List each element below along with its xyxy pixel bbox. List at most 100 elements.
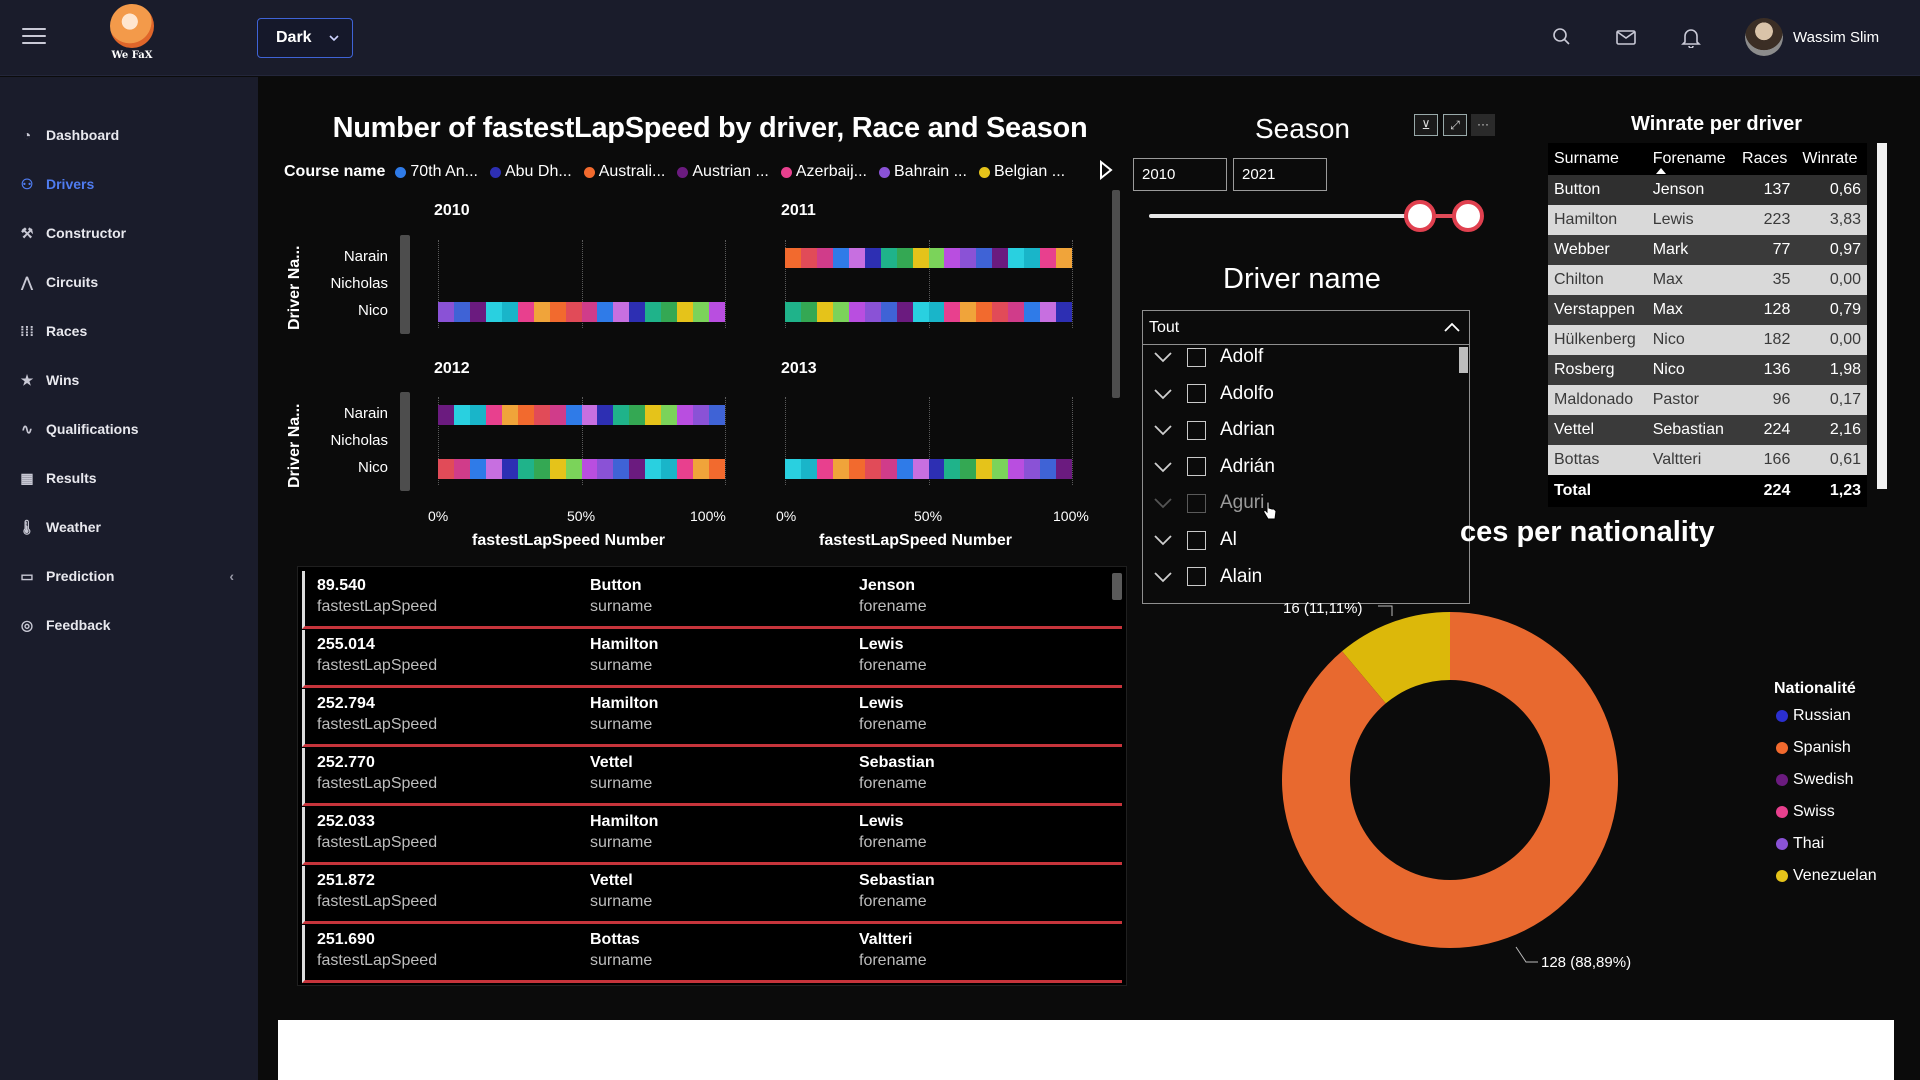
bar-segment[interactable] [485, 405, 503, 425]
nationality-legend-item[interactable]: Spanish [1776, 739, 1851, 757]
bar-segment[interactable] [785, 459, 802, 479]
bell-icon[interactable] [1680, 26, 1702, 48]
facet-scrollbar[interactable] [400, 235, 410, 334]
option-checkbox[interactable] [1187, 347, 1206, 367]
sidebar-item-wins[interactable]: ★ Wins [0, 360, 258, 400]
bar-segment[interactable] [1024, 459, 1041, 479]
bar-segment[interactable] [960, 459, 977, 479]
season-to-input[interactable]: 2021 [1233, 158, 1327, 191]
bar-segment[interactable] [912, 248, 929, 268]
bar-segment[interactable] [645, 459, 662, 479]
bar-segment[interactable] [992, 459, 1009, 479]
bar-segment[interactable] [848, 459, 866, 479]
bar-segment[interactable] [693, 302, 710, 322]
bar-segment[interactable] [501, 302, 519, 322]
bar-segment[interactable] [581, 459, 598, 479]
table-row[interactable]: Rosberg Nico 136 1,98 [1548, 355, 1867, 385]
expand-chevron-icon[interactable] [1153, 351, 1177, 363]
bar-segment[interactable] [613, 405, 630, 425]
bar-segment[interactable] [976, 248, 993, 268]
bar-segment[interactable] [645, 302, 662, 322]
season-slider-track[interactable] [1149, 214, 1464, 218]
bar-segment[interactable] [677, 459, 694, 479]
driver-option[interactable]: Adolf [1143, 339, 1459, 375]
driver-option[interactable]: Alain [1143, 559, 1459, 595]
nationality-legend-item[interactable]: Russian [1776, 707, 1851, 725]
legend-item[interactable]: Austrian ... [677, 163, 769, 181]
sidebar-item-dashboard[interactable]: ◔ Dashboard [0, 115, 258, 155]
driver-option[interactable]: Adrian [1143, 412, 1459, 448]
nationality-legend-item[interactable]: Venezuelan [1776, 867, 1877, 885]
bar-segment[interactable] [517, 405, 535, 425]
bar-segment[interactable] [928, 302, 945, 322]
user-menu[interactable]: Wassim Slim [1745, 18, 1879, 56]
bar-segment[interactable] [880, 248, 898, 268]
bar-segment[interactable] [629, 459, 646, 479]
bar-segment[interactable] [485, 459, 503, 479]
bar-segment[interactable] [533, 459, 551, 479]
search-icon[interactable] [1551, 26, 1573, 48]
bar-segment[interactable] [613, 459, 630, 479]
bar-segment[interactable] [800, 302, 818, 322]
sidebar-item-results[interactable]: ▦ Results [0, 458, 258, 498]
sidebar-item-races[interactable]: ⁞⁞⁞ Races [0, 311, 258, 351]
bar-segment[interactable] [709, 405, 726, 425]
bar-segment[interactable] [992, 302, 1009, 322]
sidebar-item-weather[interactable]: 🌡︎ Weather [0, 507, 258, 547]
facet-scrollbar[interactable] [400, 392, 410, 491]
bar-segment[interactable] [677, 302, 694, 322]
bar-segment[interactable] [581, 302, 598, 322]
donut-slice[interactable] [1282, 612, 1618, 948]
table-row[interactable]: Chilton Max 35 0,00 [1548, 265, 1867, 295]
driver-dropdown[interactable]: Tout Adolf Adolfo Adrian Adrián Aguri Al Alain [1142, 310, 1470, 604]
bar-segment[interactable] [960, 302, 977, 322]
bar-segment[interactable] [597, 405, 614, 425]
nationality-legend-item[interactable]: Thai [1776, 835, 1824, 853]
hamburger-menu-icon[interactable] [22, 28, 46, 46]
nationality-legend-item[interactable]: Swiss [1776, 803, 1835, 821]
driver-option[interactable]: Aguri [1143, 485, 1459, 521]
driver-dropdown-scrollbar[interactable] [1459, 347, 1468, 373]
bar-segment[interactable] [848, 248, 866, 268]
sidebar-item-drivers[interactable]: ⚇ Drivers [0, 164, 258, 204]
card-row[interactable]: 255.014 fastestLapSpeed Hamilton surname Lew… [302, 630, 1122, 688]
bar-segment[interactable] [1040, 459, 1057, 479]
sidebar-item-prediction[interactable]: ▭ Prediction ‹ [0, 556, 258, 596]
legend-next-icon[interactable] [1098, 160, 1114, 180]
bar-segment[interactable] [453, 405, 471, 425]
more-options-icon[interactable]: ··· [1471, 114, 1495, 136]
bar-segment[interactable] [832, 459, 850, 479]
bar-segment[interactable] [1056, 302, 1073, 322]
table-row[interactable]: Webber Mark 77 0,97 [1548, 235, 1867, 265]
bar-segment[interactable] [549, 459, 567, 479]
bar-segment[interactable] [469, 302, 487, 322]
bar-segment[interactable] [629, 302, 646, 322]
driver-option[interactable]: Adolfo [1143, 376, 1459, 412]
legend-item[interactable]: Azerbaij... [780, 163, 867, 181]
bar-segment[interactable] [864, 248, 882, 268]
bar-segment[interactable] [501, 459, 519, 479]
legend-item[interactable]: Abu Dh... [489, 163, 572, 181]
bar-segment[interactable] [992, 248, 1009, 268]
card-row[interactable]: 251.872 fastestLapSpeed Vettel surname Sebas… [302, 866, 1122, 924]
card-row[interactable]: 89.540 fastestLapSpeed Button surname Jenson… [302, 571, 1122, 629]
card-row[interactable]: 251.690 fastestLapSpeed Bottas surname Valtt… [302, 925, 1122, 983]
bar-segment[interactable] [880, 302, 898, 322]
bar-segment[interactable] [928, 248, 945, 268]
bar-segment[interactable] [453, 302, 471, 322]
bar-segment[interactable] [581, 405, 598, 425]
bar-segment[interactable] [864, 302, 882, 322]
card-list-scrollbar[interactable] [1112, 573, 1122, 600]
bar-segment[interactable] [816, 248, 834, 268]
bar-segment[interactable] [832, 302, 850, 322]
focus-mode-icon[interactable]: ⤢ [1443, 114, 1467, 136]
season-slider-start-handle[interactable] [1404, 200, 1436, 232]
app-logo[interactable]: We FaX [104, 4, 160, 66]
option-checkbox[interactable] [1187, 567, 1206, 587]
table-row[interactable]: Bottas Valtteri 166 0,61 [1548, 445, 1867, 475]
column-header-races[interactable]: Races [1736, 143, 1797, 175]
bar-segment[interactable] [438, 459, 455, 479]
table-row[interactable]: Hamilton Lewis 223 3,83 [1548, 205, 1867, 235]
card-row[interactable]: 252.770 fastestLapSpeed Vettel surname Sebas… [302, 748, 1122, 806]
sidebar-item-constructor[interactable]: ⚒ Constructor [0, 213, 258, 253]
